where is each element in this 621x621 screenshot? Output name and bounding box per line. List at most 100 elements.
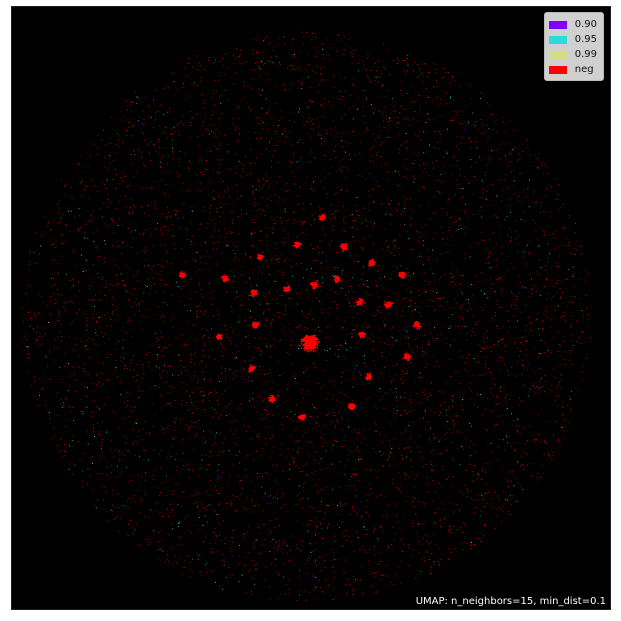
scatter-point bbox=[351, 84, 353, 86]
scatter-point bbox=[141, 367, 144, 369]
scatter-point bbox=[520, 456, 523, 458]
scatter-point bbox=[69, 230, 71, 232]
scatter-point bbox=[366, 528, 368, 530]
scatter-point bbox=[542, 161, 544, 164]
scatter-point bbox=[85, 324, 88, 327]
scatter-point bbox=[249, 257, 252, 259]
scatter-point bbox=[282, 423, 284, 426]
scatter-point bbox=[440, 453, 442, 455]
scatter-point bbox=[227, 244, 229, 246]
scatter-point bbox=[561, 281, 563, 284]
scatter-point bbox=[288, 140, 290, 142]
scatter-point bbox=[54, 361, 56, 364]
scatter-point bbox=[555, 262, 558, 264]
scatter-point bbox=[513, 180, 515, 182]
scatter-point bbox=[265, 227, 267, 229]
scatter-point bbox=[284, 199, 286, 201]
scatter-point bbox=[215, 581, 217, 583]
scatter-point bbox=[549, 253, 551, 255]
scatter-point bbox=[207, 130, 209, 132]
scatter-point bbox=[564, 350, 566, 352]
scatter-point bbox=[458, 188, 460, 190]
scatter-point bbox=[120, 110, 122, 113]
scatter-point bbox=[339, 98, 341, 100]
scatter-point bbox=[304, 330, 306, 332]
scatter-point bbox=[232, 83, 235, 85]
scatter-point bbox=[402, 59, 404, 62]
scatter-point bbox=[388, 74, 391, 76]
scatter-point bbox=[139, 512, 141, 514]
scatter-point bbox=[235, 454, 237, 457]
scatter-point bbox=[496, 119, 498, 121]
scatter-point bbox=[541, 164, 543, 166]
scatter-point bbox=[319, 240, 321, 242]
scatter-point bbox=[539, 334, 541, 336]
scatter-point bbox=[365, 292, 367, 294]
scatter-point bbox=[395, 486, 397, 488]
scatter-point bbox=[318, 580, 320, 582]
scatter-point bbox=[406, 267, 409, 270]
scatter-point bbox=[258, 347, 260, 349]
scatter-point bbox=[93, 299, 95, 301]
scatter-point bbox=[259, 553, 261, 555]
scatter-point bbox=[100, 430, 102, 433]
scatter-point bbox=[422, 264, 424, 266]
scatter-point bbox=[408, 346, 410, 348]
scatter-point bbox=[333, 86, 335, 88]
scatter-point bbox=[438, 148, 440, 150]
scatter-point bbox=[454, 298, 456, 300]
scatter-point bbox=[172, 271, 174, 273]
scatter-point bbox=[314, 157, 316, 159]
scatter-point bbox=[411, 351, 413, 353]
scatter-point bbox=[399, 254, 401, 256]
scatter-point bbox=[130, 410, 132, 412]
scatter-point bbox=[342, 205, 345, 207]
scatter-point bbox=[339, 461, 341, 463]
scatter-point bbox=[427, 113, 429, 115]
scatter-point bbox=[202, 507, 204, 509]
scatter-point bbox=[522, 256, 525, 258]
scatter-point bbox=[470, 545, 472, 547]
scatter-point bbox=[330, 549, 332, 551]
scatter-point bbox=[472, 315, 474, 317]
scatter-point bbox=[441, 238, 443, 240]
scatter-point bbox=[369, 148, 371, 150]
scatter-point bbox=[240, 213, 242, 215]
scatter-point bbox=[543, 234, 545, 236]
scatter-point bbox=[363, 437, 365, 439]
scatter-point bbox=[232, 372, 234, 374]
scatter-point bbox=[410, 401, 412, 403]
scatter-point bbox=[254, 62, 256, 64]
scatter-point bbox=[191, 117, 193, 119]
scatter-point bbox=[260, 153, 262, 155]
scatter-point bbox=[223, 542, 225, 545]
scatter-point bbox=[537, 159, 539, 161]
scatter-point bbox=[455, 415, 458, 417]
scatter-point bbox=[353, 302, 356, 304]
scatter-point bbox=[245, 592, 247, 594]
scatter-point bbox=[374, 575, 376, 578]
scatter-point bbox=[424, 167, 426, 170]
scatter-point bbox=[367, 190, 369, 192]
scatter-point bbox=[200, 387, 203, 389]
scatter-point bbox=[420, 377, 422, 379]
scatter-point bbox=[469, 245, 471, 247]
scatter-point bbox=[263, 183, 265, 185]
scatter-point bbox=[161, 530, 163, 532]
scatter-point bbox=[456, 160, 459, 162]
scatter-point bbox=[347, 333, 349, 336]
scatter-point bbox=[504, 219, 506, 221]
scatter-point bbox=[142, 428, 144, 430]
scatter-point bbox=[269, 346, 271, 348]
scatter-point bbox=[361, 565, 363, 567]
scatter-point bbox=[354, 475, 356, 477]
scatter-point bbox=[53, 427, 55, 429]
scatter-point bbox=[418, 255, 420, 257]
scatter-point bbox=[220, 206, 222, 208]
scatter-point bbox=[28, 252, 31, 255]
scatter-point bbox=[255, 39, 257, 41]
scatter-point bbox=[551, 186, 553, 188]
scatter-point bbox=[72, 302, 74, 304]
scatter-point bbox=[220, 94, 222, 96]
scatter-point bbox=[115, 367, 117, 369]
